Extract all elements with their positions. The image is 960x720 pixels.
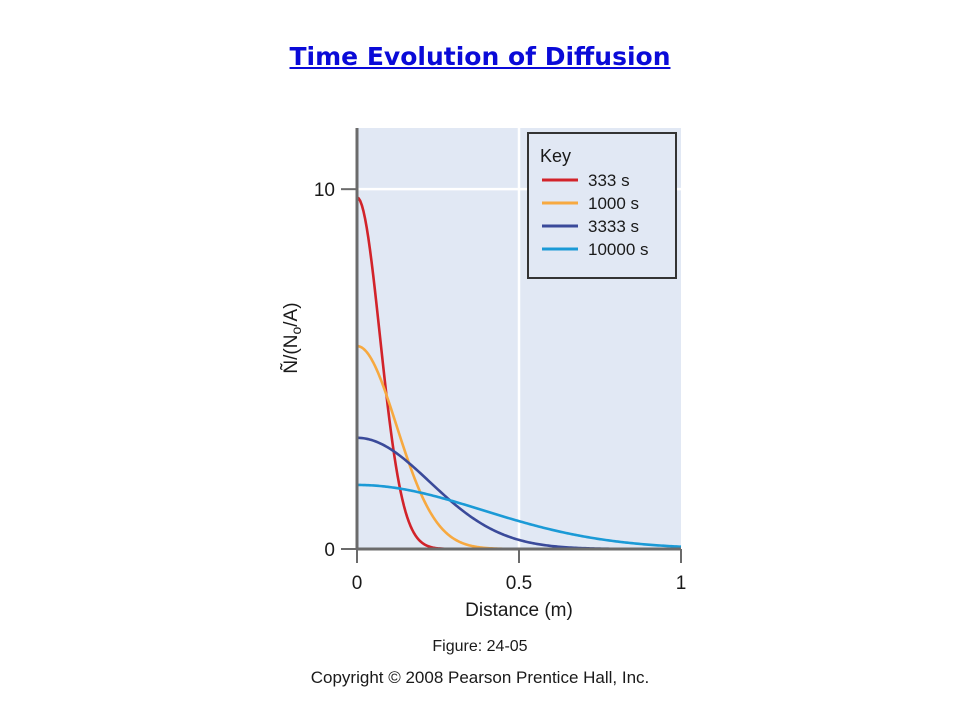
y-tick-label-0: 0 (324, 540, 335, 561)
y-axis-label: Ñ/(No/A) (280, 302, 304, 373)
legend-label-3: 10000 s (588, 240, 649, 259)
legend-items: 333 s 1000 s 3333 s 10000 s (542, 171, 649, 259)
x-axis-label: Distance (m) (465, 600, 573, 621)
legend-title: Key (540, 146, 571, 166)
series-line-3 (356, 483, 682, 549)
slide-title[interactable]: Time Evolution of Diffusion (289, 42, 671, 71)
y-axis-label-subscript: o (288, 327, 304, 335)
x-tick-label-0: 0 (352, 573, 363, 594)
y-axis-label-prefix: Ñ/(N (280, 335, 302, 374)
legend-label-1: 1000 s (588, 194, 639, 213)
legend-box (527, 132, 677, 279)
copyright-notice: Copyright © 2008 Pearson Prentice Hall, … (310, 668, 650, 687)
x-tick-label-2: 1 (676, 573, 687, 594)
y-axis-label-suffix: /A) (281, 302, 302, 326)
x-tick-label-1: 0.5 (506, 573, 532, 594)
y-tick-label-1: 10 (314, 180, 335, 201)
legend-label-2: 3333 s (588, 217, 639, 236)
legend-label-0: 333 s (588, 171, 630, 190)
legend: Key 333 s 1000 s 3333 s 10000 s (527, 132, 677, 279)
figure-label: Figure: 24-05 (432, 638, 528, 655)
